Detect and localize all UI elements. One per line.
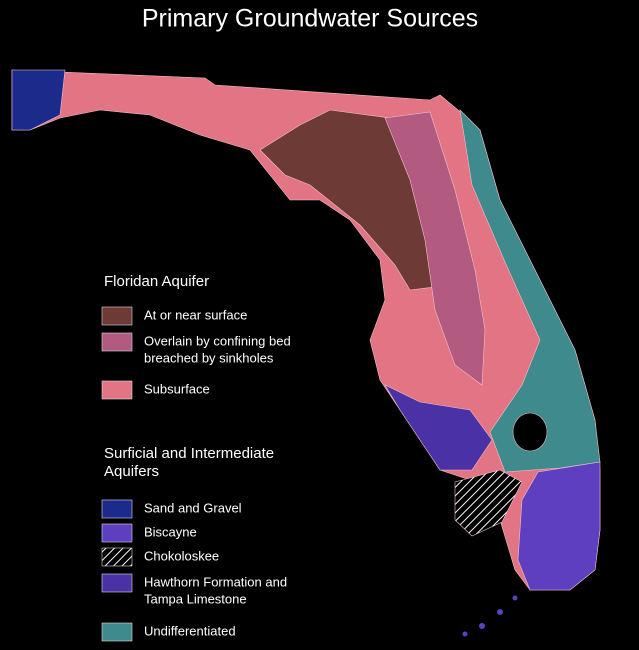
legend-swatch [101,547,133,567]
legend-heading: Surficial and Intermediate [104,445,274,462]
legend-swatch [101,573,133,593]
legend-label: Subsurface [144,381,210,396]
legend-label: Undifferentiated [144,623,236,638]
legend-label: Overlain by confining bed [144,333,291,348]
hawthorn-region [384,384,493,471]
biscayne-region [517,461,601,591]
legend-label: Hawthorn Formation and [144,574,287,589]
legend-label: At or near surface [144,307,247,322]
keys [462,595,518,637]
legend-swatch [101,306,133,326]
legend-heading: Aquifers [104,463,159,480]
legend-label: Tampa Limestone [144,591,247,606]
legend-swatch [101,332,133,352]
chokoloskee-region [454,469,523,537]
legend-swatch [101,380,133,400]
legend-swatch [101,499,133,519]
legend-heading: Floridan Aquifer [104,273,209,290]
sand-gravel-region [11,69,66,131]
lake-okeechobee [512,412,548,452]
legend-swatch [101,523,133,543]
legend-label: Chokoloskee [144,548,219,563]
title: Primary Groundwater Sources [142,5,478,33]
undifferentiated-region [459,109,601,473]
overlain-region [384,111,486,386]
legend: Floridan Aquifer At or near surface Overla… [101,273,291,642]
legend-label: breached by sinkholes [144,350,274,365]
legend-label: Biscayne [144,524,197,539]
florida-map [11,69,601,637]
legend-label: Sand and Gravel [144,500,242,515]
legend-swatch [101,622,133,642]
